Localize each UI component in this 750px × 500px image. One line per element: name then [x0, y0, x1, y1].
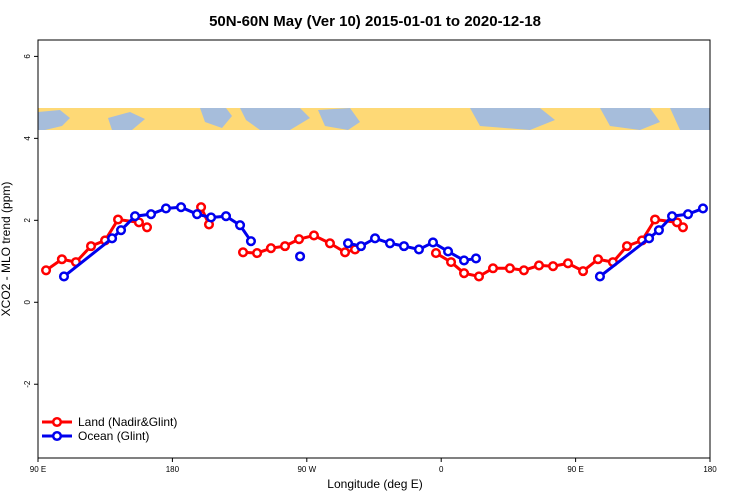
data-point	[697, 203, 709, 214]
data-point	[671, 217, 683, 228]
data-point	[548, 261, 559, 272]
data-point	[649, 214, 661, 225]
data-point	[112, 214, 124, 225]
x-tick-label: 90 E	[30, 465, 46, 474]
data-point	[667, 211, 678, 222]
data-point	[470, 253, 482, 264]
data-point	[252, 248, 263, 259]
data-point	[85, 241, 97, 252]
data-point	[369, 233, 381, 244]
legend-marker	[51, 416, 63, 428]
data-point	[56, 254, 67, 265]
data-point	[518, 265, 529, 276]
data-point	[398, 241, 410, 252]
data-point	[130, 211, 141, 222]
x-tick-label: 0	[439, 465, 444, 474]
y-tick-label: 4	[23, 136, 32, 141]
data-point	[308, 230, 320, 241]
x-axis-label: Longitude (deg E)	[327, 477, 422, 491]
x-tick-label: 180	[166, 465, 180, 474]
data-point	[145, 209, 157, 220]
legend-label: Land (Nadir&Glint)	[78, 415, 177, 429]
data-point	[443, 246, 454, 257]
data-point	[682, 209, 694, 220]
y-tick-label: 6	[23, 54, 32, 59]
x-tick-label: 180	[703, 465, 717, 474]
data-point	[677, 222, 689, 233]
data-point	[324, 238, 335, 249]
x-tick-label: 90 E	[567, 465, 583, 474]
data-point	[342, 238, 354, 249]
data-point	[41, 265, 52, 276]
data-point	[473, 271, 485, 282]
data-point	[293, 234, 305, 245]
data-point	[413, 244, 424, 255]
data-point	[141, 222, 153, 233]
data-point	[355, 241, 367, 252]
data-point	[234, 220, 246, 231]
data-point	[458, 268, 470, 279]
data-point	[621, 241, 633, 252]
data-point	[206, 212, 217, 223]
y-tick-label: 2	[23, 218, 32, 223]
y-tick-label: -2	[23, 380, 32, 388]
data-point	[578, 266, 589, 277]
series-line	[63, 205, 704, 278]
data-point	[295, 251, 306, 262]
data-point	[160, 203, 172, 214]
x-tick-label: 90 W	[297, 465, 316, 474]
data-point	[245, 236, 256, 247]
data-point	[430, 248, 442, 259]
data-point	[176, 202, 187, 213]
series-line	[45, 206, 684, 279]
data-point	[504, 263, 515, 274]
plot-frame	[37, 39, 711, 459]
data-point	[58, 271, 70, 282]
world-map-strip	[38, 108, 710, 130]
legend-marker	[51, 430, 63, 442]
data-point	[265, 243, 277, 254]
data-point	[107, 233, 118, 244]
legend-label: Ocean (Glint)	[78, 429, 149, 443]
data-point	[487, 263, 499, 274]
data-point	[427, 237, 439, 248]
data-point	[594, 271, 605, 282]
data-point	[279, 241, 291, 252]
data-point	[237, 247, 249, 258]
y-axis-label: XCO2 - MLO trend (ppm)	[0, 182, 13, 317]
data-point	[458, 255, 470, 266]
data-point	[196, 202, 207, 213]
data-point	[644, 233, 655, 244]
y-tick-label: 0	[23, 300, 32, 305]
data-point	[446, 257, 457, 268]
data-point	[562, 258, 574, 269]
data-point	[384, 238, 396, 249]
data-point	[339, 247, 351, 258]
data-point	[115, 225, 127, 236]
data-point	[191, 209, 203, 220]
chart-title: 50N-60N May (Ver 10) 2015-01-01 to 2020-…	[209, 13, 541, 30]
data-point	[533, 260, 545, 271]
data-point	[592, 254, 604, 265]
data-point	[220, 211, 232, 222]
data-point	[653, 225, 664, 236]
